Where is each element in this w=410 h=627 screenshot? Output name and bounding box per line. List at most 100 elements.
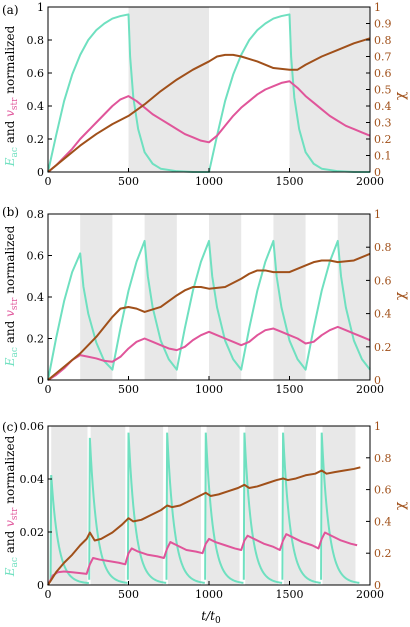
panel-c-shaded-interval-3 — [167, 426, 201, 585]
panel-b-right-tick-label-2: 0.4 — [374, 308, 392, 321]
panel-c-shaded-interval-7 — [322, 426, 356, 585]
panel-c: (c) Eac and vstr normalized χ t/t0 0 500 1… — [2, 420, 410, 626]
panel-b: (b) Eac and vstr normalized χ 0 500 1000 15… — [2, 205, 410, 396]
panel-b-x-tick-label-3: 1500 — [276, 383, 304, 396]
panel-b-right-tick-label-1: 0.2 — [374, 341, 392, 354]
panel-c-shaded-interval-0 — [51, 426, 88, 585]
and-text: and — [3, 117, 17, 147]
panel-a-left-ylabel: Eac and vstr normalized — [3, 25, 20, 167]
panel-c-shaded-interval-2 — [129, 426, 164, 585]
panel-c-eac-pulse-4 — [204, 432, 244, 584]
normalized-text: normalized — [3, 25, 17, 97]
panel-c-right-tick-label-4: 0.8 — [374, 452, 392, 465]
e-subscript: ac — [10, 147, 20, 157]
panel-c-right-ylabel: χ — [396, 502, 410, 511]
panel-a-right-tick-label-7: 0.7 — [374, 51, 392, 64]
panel-b-right-tick-label-3: 0.6 — [374, 274, 392, 287]
panel-b-shaded-interval-2 — [209, 214, 242, 380]
panel-c-eac-pulse-5 — [242, 432, 283, 584]
panel-b-x-tick-label-2: 1000 — [195, 383, 223, 396]
panel-b-left-tick-label-2: 0.4 — [27, 291, 45, 304]
panel-c-right-tick-label-2: 0.4 — [374, 515, 392, 528]
panel-a-x-tick-label-0: 0 — [45, 175, 52, 188]
panel-b-right-ylabel: χ — [396, 292, 410, 301]
panel-b-shaded-interval-1 — [144, 214, 177, 380]
panel-b-right-tick-label-4: 0.8 — [374, 241, 392, 254]
panel-a-x-tick-label-2: 1000 — [195, 175, 223, 188]
panel-c-x-tick-label-0: 0 — [45, 588, 52, 601]
panel-c-right-tick-label-5: 1 — [374, 420, 381, 433]
panel-a-left-tick-label-4: 0.8 — [27, 34, 45, 47]
panel-c-left-ylabel: Eac and vstr normalized — [3, 435, 20, 577]
svg-text:Eac and vstr normalized: Eac and vstr normalized — [3, 435, 20, 577]
svg-text:Eac and vstr normalized: Eac and vstr normalized — [3, 225, 20, 367]
panel-c-right-tick-label-3: 0.6 — [374, 484, 392, 497]
panel-c-x-tick-label-2: 1000 — [195, 588, 223, 601]
panel-b-shaded-interval-3 — [273, 214, 306, 380]
panel-b-chi-line — [47, 252, 371, 381]
v-subscript: str — [10, 97, 20, 110]
panel-a-left-tick-label-0: 0 — [37, 166, 44, 179]
panel-b-right-tick-label-0: 0 — [374, 374, 381, 387]
panel-a-chi-line — [47, 37, 371, 173]
panel-c-vstr-line — [47, 531, 358, 586]
panel-a-label: (a) — [2, 3, 19, 17]
panel-a-left-tick-label-2: 0.4 — [27, 100, 45, 113]
panel-b-left-tick-label-3: 0.6 — [27, 250, 45, 263]
panel-c-eac-pulse-2 — [126, 432, 167, 584]
panel-a-vstr-line — [47, 80, 371, 173]
panel-a-right-tick-label-8: 0.8 — [374, 34, 392, 47]
panel-b-x-tick-label-1: 500 — [118, 383, 139, 396]
v-symbol: v — [3, 110, 17, 117]
svg-text:Eac and vstr normalized: Eac and vstr normalized — [3, 25, 20, 167]
panel-a-right-tick-label-3: 0.3 — [374, 117, 392, 130]
panel-c-right-tick-label-1: 0.2 — [374, 547, 392, 560]
panel-b-right-tick-label-5: 1 — [374, 208, 381, 221]
panel-a-x-tick-label-3: 1500 — [276, 175, 304, 188]
panel-b-vstr-line — [47, 325, 371, 381]
panel-b-left-tick-label-4: 0.8 — [27, 208, 45, 221]
panel-b-x-tick-label-4: 2000 — [356, 383, 384, 396]
panel-c-x-tick-label-4: 2000 — [356, 588, 384, 601]
panel-a: (a) Eac and vstr normalized χ 0 500 1000 15… — [2, 1, 410, 188]
panel-c-shaded-interval-6 — [283, 426, 317, 585]
e-symbol: E — [3, 157, 17, 167]
panel-a-shaded-interval-1 — [289, 7, 370, 172]
panel-a-x-tick-label-4: 2000 — [356, 175, 384, 188]
panel-c-shaded-interval-5 — [245, 426, 279, 585]
panel-c-right-tick-label-0: 0 — [374, 579, 381, 592]
panel-b-label: (b) — [2, 205, 19, 219]
panel-a-x-tick-label-1: 500 — [118, 175, 139, 188]
panel-c-x-tick-label-3: 1500 — [276, 588, 304, 601]
panel-a-right-tick-label-4: 0.4 — [374, 100, 392, 113]
panel-c-chi-line — [47, 466, 361, 586]
panel-c-eac-pulse-6 — [281, 432, 321, 584]
panel-a-right-tick-label-9: 0.9 — [374, 18, 392, 31]
panel-a-left-tick-label-3: 0.6 — [27, 67, 45, 80]
panel-a-right-tick-label-5: 0.5 — [374, 84, 392, 97]
panel-c-left-tick-label-1: 0.02 — [20, 526, 45, 539]
panel-c-eac-pulse-3 — [165, 432, 205, 584]
panel-a-right-tick-label-6: 0.6 — [374, 67, 392, 80]
panel-b-eac-line — [47, 239, 371, 381]
x-axis-label: t/t0 — [201, 609, 221, 626]
panel-c-left-tick-label-0: 0 — [37, 579, 44, 592]
panel-c-x-tick-label-1: 500 — [118, 588, 139, 601]
panel-b-x-tick-label-0: 0 — [45, 383, 52, 396]
panel-a-right-tick-label-1: 0.1 — [374, 150, 392, 163]
panel-c-eac-pulse-1 — [88, 437, 128, 584]
panel-c-shaded-interval-4 — [206, 426, 240, 585]
panel-a-shaded-interval-0 — [128, 7, 209, 172]
panel-a-right-tick-label-10: 1 — [374, 1, 381, 14]
panel-a-right-tick-label-0: 0 — [374, 166, 381, 179]
panel-b-left-tick-label-1: 0.2 — [27, 333, 45, 346]
panel-c-left-tick-label-3: 0.06 — [20, 420, 45, 433]
panel-c-label: (c) — [2, 420, 18, 434]
panel-c-eac-pulse-0 — [49, 474, 89, 585]
panel-b-shaded-interval-4 — [337, 214, 370, 380]
panel-b-left-tick-label-0: 0 — [37, 374, 44, 387]
panel-a-left-tick-label-1: 0.2 — [27, 133, 45, 146]
panel-c-eac-pulse-7 — [320, 432, 360, 584]
panel-a-right-tick-label-2: 0.2 — [374, 133, 392, 146]
